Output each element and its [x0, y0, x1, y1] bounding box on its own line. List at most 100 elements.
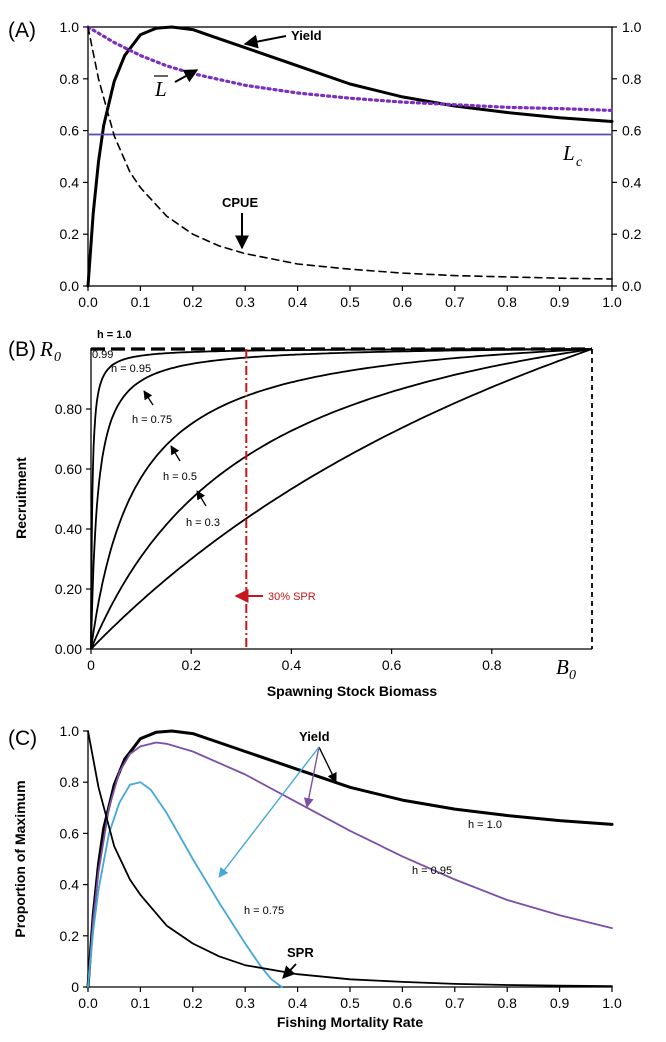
- panel-b-h10-label: h = 1.0: [97, 329, 132, 341]
- y-tick-label: 0.60: [55, 461, 82, 477]
- panel-c-spr-arrow: [282, 963, 297, 979]
- panel-a: (A) 0.0 0.1 0.2 0.3 0.4 0.5 0.6 0.7 0.8 0.9 1.0 0.…: [8, 19, 642, 310]
- x-tick-label: 0.2: [183, 995, 203, 1011]
- x-tick-label: 0.0: [78, 995, 98, 1011]
- x-tick-label: 0.4: [288, 995, 308, 1011]
- y-tick-label: 0.4: [60, 174, 80, 190]
- panel-c-yield-arrow-h10: [318, 746, 337, 783]
- y-tick-label: 0.4: [60, 877, 80, 893]
- y-tick-label: 0.8: [60, 774, 80, 790]
- x-tick-label: 1.0: [602, 995, 622, 1011]
- panel-b-h095-label: h = 0.95: [111, 363, 151, 375]
- y-right-tick-label: 0.8: [622, 71, 642, 87]
- panel-b-h075-label: h = 0.75: [132, 414, 172, 426]
- panel-b: (B) R 0 0 0.2 0.4 0.6 0.8 0.000.200.400.600.…: [8, 329, 593, 699]
- y-tick-label: 0: [71, 979, 79, 995]
- y-right-tick-label: 0.6: [622, 123, 642, 139]
- y-tick-label: 0.80: [55, 401, 82, 417]
- x-tick-label: 0: [87, 657, 95, 673]
- x-tick-label: 0.5: [340, 995, 360, 1011]
- panel-a-lbar-arrow: [174, 69, 199, 83]
- panel-b-h075-arrow: [143, 390, 154, 406]
- panel-b-y-ticks: 0.00 0.20 0.40 0.60 0.80: [55, 401, 91, 657]
- panel-c-y-ticks: 0 0.2 0.4 0.6 0.8 1.0: [60, 723, 88, 995]
- panel-b-y-axis-label: Recruitment: [13, 457, 29, 539]
- panel-c-label: (C): [8, 727, 37, 750]
- x-tick-label: 0.2: [183, 294, 203, 310]
- panel-b-b0-subscript: 0: [569, 668, 576, 683]
- y-tick-label: 1.0: [60, 723, 80, 739]
- panel-c-x-ticks: 0.0 0.1 0.2 0.3 0.4 0.5 0.6 0.7 0.8 0.9 1.0: [78, 987, 622, 1011]
- panel-c-yield-arrow-h075: [218, 746, 320, 878]
- y-tick-label: 1.0: [60, 19, 80, 35]
- panel-c-yield-label: Yield: [299, 729, 330, 744]
- panel-a-series: [86, 25, 614, 288]
- panel-c-h10-label: h = 1.0: [468, 819, 502, 831]
- sr-curve-h-0-3: [90, 348, 593, 650]
- panel-b-b0-label: B: [556, 655, 569, 679]
- y-tick-label: 0.40: [55, 521, 82, 537]
- x-tick-label: 0.9: [550, 995, 570, 1011]
- series-line-cpue: [87, 26, 613, 280]
- y-right-tick-label: 0.2: [622, 226, 642, 242]
- panel-b-h099-label: 0.99: [92, 349, 113, 361]
- sr-curve-h-0-5: [90, 348, 593, 650]
- y-right-tick-label: 1.0: [622, 19, 642, 35]
- panel-a-cpue-label: CPUE: [222, 195, 258, 210]
- panel-c-h095-label: h = 0.95: [412, 865, 452, 877]
- panel-a-lc-label: L: [562, 141, 575, 165]
- series-line-yield: [86, 25, 614, 288]
- y-tick-label: 0.2: [60, 928, 80, 944]
- panel-a-y-ticks: 0.0 0.2 0.4 0.6 0.8 1.0: [60, 19, 88, 294]
- x-tick-label: 0.6: [382, 657, 402, 673]
- x-tick-label: 0.1: [131, 294, 151, 310]
- series-line-l: [86, 25, 614, 112]
- panel-a-x-ticks: 0.0 0.1 0.2 0.3 0.4 0.5 0.6 0.7 0.8 0.9 1.0: [78, 286, 622, 310]
- panel-b-h05-label: h = 0.5: [163, 471, 197, 483]
- sr-curve-h-0-99: [90, 348, 592, 650]
- panel-b-h05-arrow: [170, 445, 181, 462]
- x-tick-label: 0.4: [288, 294, 308, 310]
- panel-b-r0-label: R: [39, 337, 53, 361]
- series-line-h-0-95: [87, 741, 613, 988]
- x-tick-label: 0.3: [235, 995, 255, 1011]
- panel-a-frame: [87, 26, 613, 287]
- panel-c-x-axis-label: Fishing Mortality Rate: [277, 1014, 423, 1030]
- panel-b-spr-label: 30% SPR: [268, 591, 316, 603]
- x-tick-label: 0.6: [393, 294, 413, 310]
- x-tick-label: 0.7: [445, 995, 465, 1011]
- panel-b-h03-arrow: [196, 490, 207, 507]
- x-tick-label: 0.8: [497, 995, 517, 1011]
- x-tick-label: 0.9: [550, 294, 570, 310]
- panel-b-x-ticks: 0 0.2 0.4 0.6 0.8: [87, 649, 502, 673]
- panel-c-yield-arrow-h095: [303, 746, 320, 808]
- panel-b-label: (B): [8, 338, 36, 361]
- panel-c-y-axis-label: Proportion of Maximum: [12, 780, 28, 937]
- panel-a-lbar-label: L: [154, 77, 167, 101]
- y-tick-label: 0.2: [60, 226, 80, 242]
- panel-a-lc-subscript: c: [576, 155, 583, 170]
- panel-b-h03-label: h = 0.3: [186, 517, 220, 529]
- panel-a-y-ticks-right: 0.0 0.2 0.4 0.6 0.8 1.0: [612, 19, 642, 294]
- y-tick-label: 0.6: [60, 123, 80, 139]
- x-tick-label: 0.4: [282, 657, 302, 673]
- y-tick-label: 0.00: [55, 641, 82, 657]
- series-line-h-1-0: [86, 729, 614, 989]
- panel-b-x-axis-label: Spawning Stock Biomass: [267, 683, 438, 699]
- panel-a-yield-label: Yield: [291, 28, 322, 43]
- panel-a-label: (A): [8, 19, 36, 42]
- x-tick-label: 0.2: [181, 657, 201, 673]
- y-tick-label: 0.0: [60, 278, 80, 294]
- x-tick-label: 0.7: [445, 294, 465, 310]
- x-tick-label: 0.0: [78, 294, 98, 310]
- y-tick-label: 0.8: [60, 71, 80, 87]
- sr-curve-h-0-75: [90, 348, 593, 650]
- y-right-tick-label: 0.0: [622, 278, 642, 294]
- x-tick-label: 0.8: [482, 657, 502, 673]
- x-tick-label: 0.1: [131, 995, 151, 1011]
- panel-c-series: [86, 729, 614, 989]
- sr-curve-h-0-95: [90, 348, 592, 650]
- panel-b-r0-subscript: 0: [54, 350, 61, 365]
- series-line-spr: [87, 730, 613, 988]
